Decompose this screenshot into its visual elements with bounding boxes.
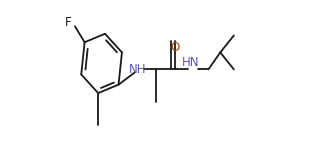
Text: F: F <box>65 16 71 29</box>
Text: O: O <box>170 41 179 54</box>
Text: HN: HN <box>182 56 199 69</box>
Text: NH: NH <box>129 63 147 76</box>
